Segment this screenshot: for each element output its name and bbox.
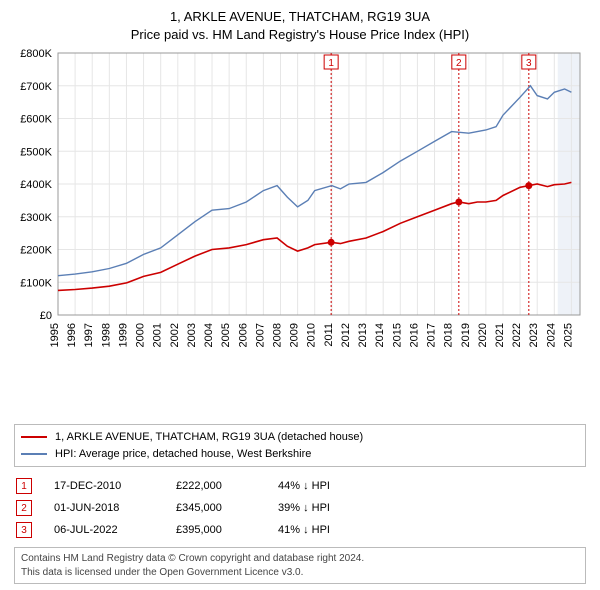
event-marker: 3 <box>16 522 32 538</box>
attribution-footer: Contains HM Land Registry data © Crown c… <box>14 547 586 584</box>
x-tick-label: 2006 <box>237 323 249 347</box>
x-tick-label: 2008 <box>271 323 283 347</box>
x-tick-label: 2009 <box>289 323 301 347</box>
event-delta: 39% ↓ HPI <box>278 502 584 514</box>
y-tick-label: £400K <box>20 179 52 191</box>
x-tick-label: 1996 <box>66 323 78 347</box>
event-date: 01-JUN-2018 <box>54 502 154 514</box>
y-tick-label: £500K <box>20 146 52 158</box>
chart-title: 1, ARKLE AVENUE, THATCHAM, RG19 3UA Pric… <box>10 8 590 43</box>
event-dot <box>455 199 462 206</box>
x-tick-label: 2018 <box>443 323 455 347</box>
x-tick-label: 1999 <box>117 323 129 347</box>
x-tick-label: 2002 <box>169 323 181 347</box>
events-table: 1 17-DEC-2010 £222,000 44% ↓ HPI 2 01-JUN-201… <box>14 475 586 541</box>
x-tick-label: 2021 <box>494 323 506 347</box>
legend-label: 1, ARKLE AVENUE, THATCHAM, RG19 3UA (det… <box>55 429 363 446</box>
event-date: 06-JUL-2022 <box>54 524 154 536</box>
chart-area: £0 £100K £200K £300K £400K £500K £600K £700K £80… <box>10 47 590 418</box>
event-marker-label: 2 <box>456 58 462 69</box>
event-price: £345,000 <box>176 502 256 514</box>
y-tick-label: £200K <box>20 245 52 257</box>
x-tick-label: 2013 <box>357 323 369 347</box>
x-tick-label: 2023 <box>528 323 540 347</box>
x-tick-label: 2015 <box>391 323 403 347</box>
event-row: 3 06-JUL-2022 £395,000 41% ↓ HPI <box>14 519 586 541</box>
legend-item: HPI: Average price, detached house, West… <box>21 446 579 463</box>
chart-card: 1, ARKLE AVENUE, THATCHAM, RG19 3UA Pric… <box>0 0 600 590</box>
event-row: 2 01-JUN-2018 £345,000 39% ↓ HPI <box>14 497 586 519</box>
event-dot <box>328 239 335 246</box>
x-tick-label: 2010 <box>306 323 318 347</box>
x-tick-label: 1998 <box>100 323 112 347</box>
y-tick-label: £100K <box>20 277 52 289</box>
x-tick-label: 2019 <box>460 323 472 347</box>
event-delta: 41% ↓ HPI <box>278 524 584 536</box>
x-tick-label: 2011 <box>323 323 335 347</box>
x-tick-label: 1995 <box>49 323 61 347</box>
legend-item: 1, ARKLE AVENUE, THATCHAM, RG19 3UA (det… <box>21 429 579 446</box>
legend-swatch <box>21 436 47 438</box>
y-tick-label: £600K <box>20 114 52 126</box>
event-marker: 1 <box>16 478 32 494</box>
footer-line-2: This data is licensed under the Open Gov… <box>21 566 579 580</box>
x-tick-label: 2004 <box>203 323 215 347</box>
x-tick-label: 2007 <box>254 323 266 347</box>
legend: 1, ARKLE AVENUE, THATCHAM, RG19 3UA (det… <box>14 424 586 467</box>
x-tick-label: 1997 <box>83 323 95 347</box>
event-marker-label: 1 <box>328 58 334 69</box>
event-delta: 44% ↓ HPI <box>278 480 584 492</box>
event-price: £395,000 <box>176 524 256 536</box>
event-price: £222,000 <box>176 480 256 492</box>
title-line-1: 1, ARKLE AVENUE, THATCHAM, RG19 3UA <box>10 8 590 26</box>
x-tick-label: 2024 <box>545 323 557 347</box>
event-marker-label: 3 <box>526 58 532 69</box>
y-tick-label: £800K <box>20 48 52 60</box>
y-tick-label: £300K <box>20 212 52 224</box>
y-tick-label: £0 <box>40 310 52 322</box>
x-tick-label: 2020 <box>477 323 489 347</box>
x-tick-label: 2022 <box>511 323 523 347</box>
x-tick-label: 2001 <box>152 323 164 347</box>
x-tick-label: 2014 <box>374 323 386 347</box>
x-tick-label: 2003 <box>186 323 198 347</box>
x-tick-label: 2005 <box>220 323 232 347</box>
footer-line-1: Contains HM Land Registry data © Crown c… <box>21 552 579 566</box>
legend-swatch <box>21 453 47 455</box>
x-tick-label: 2012 <box>340 323 352 347</box>
line-chart-svg: £0 £100K £200K £300K £400K £500K £600K £700K £80… <box>10 47 590 357</box>
legend-label: HPI: Average price, detached house, West… <box>55 446 311 463</box>
x-tick-label: 2000 <box>135 323 147 347</box>
x-tick-label: 2017 <box>426 323 438 347</box>
event-dot <box>525 182 532 189</box>
event-row: 1 17-DEC-2010 £222,000 44% ↓ HPI <box>14 475 586 497</box>
event-date: 17-DEC-2010 <box>54 480 154 492</box>
event-marker: 2 <box>16 500 32 516</box>
x-tick-label: 2025 <box>562 323 574 347</box>
y-tick-label: £700K <box>20 81 52 93</box>
title-line-2: Price paid vs. HM Land Registry's House … <box>10 26 590 44</box>
x-tick-label: 2016 <box>408 323 420 347</box>
